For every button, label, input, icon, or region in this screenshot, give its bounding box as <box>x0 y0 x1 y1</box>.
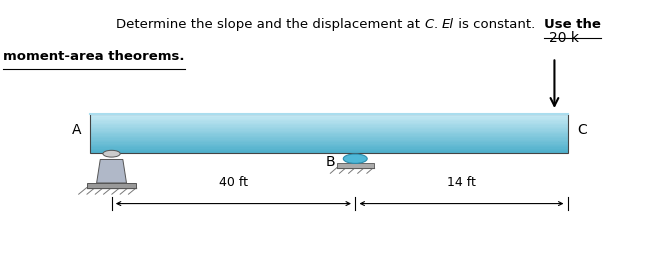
Text: C: C <box>424 18 434 31</box>
Bar <box>90 116 568 117</box>
Bar <box>90 136 568 137</box>
Bar <box>90 137 568 138</box>
Bar <box>90 114 568 115</box>
Bar <box>90 149 568 150</box>
Bar <box>90 140 568 141</box>
Bar <box>90 147 568 149</box>
Bar <box>90 127 568 128</box>
Bar <box>90 124 568 125</box>
Bar <box>90 144 568 145</box>
Bar <box>90 133 568 134</box>
Bar <box>90 146 568 147</box>
Text: Use the: Use the <box>544 18 601 31</box>
Text: .: . <box>434 18 442 31</box>
Bar <box>90 132 568 133</box>
Text: El: El <box>442 18 454 31</box>
Text: moment-area theorems.: moment-area theorems. <box>3 50 185 63</box>
Bar <box>90 119 568 120</box>
Bar <box>90 150 568 151</box>
Bar <box>90 138 568 140</box>
Bar <box>90 142 568 144</box>
Bar <box>90 123 568 124</box>
Text: Determine the slope and the displacement at: Determine the slope and the displacement… <box>116 18 424 31</box>
Bar <box>90 125 568 127</box>
Polygon shape <box>97 159 127 183</box>
Circle shape <box>103 150 120 157</box>
Bar <box>90 121 568 123</box>
Bar <box>90 130 568 132</box>
Text: 14 ft: 14 ft <box>447 176 476 189</box>
Bar <box>90 115 568 116</box>
Bar <box>90 120 568 121</box>
Bar <box>90 129 568 130</box>
Text: is constant.: is constant. <box>454 18 544 31</box>
Bar <box>90 117 568 119</box>
Text: 20 k: 20 k <box>549 31 580 45</box>
Text: C: C <box>578 123 588 138</box>
Bar <box>90 141 568 142</box>
Bar <box>90 134 568 136</box>
Text: A: A <box>72 123 81 138</box>
Bar <box>90 151 568 153</box>
Bar <box>86 183 137 188</box>
Bar <box>337 163 374 168</box>
Text: B: B <box>326 155 335 169</box>
Bar <box>90 114 568 153</box>
Bar <box>90 128 568 129</box>
Text: 40 ft: 40 ft <box>219 176 248 189</box>
Circle shape <box>343 154 367 163</box>
Bar <box>90 145 568 146</box>
